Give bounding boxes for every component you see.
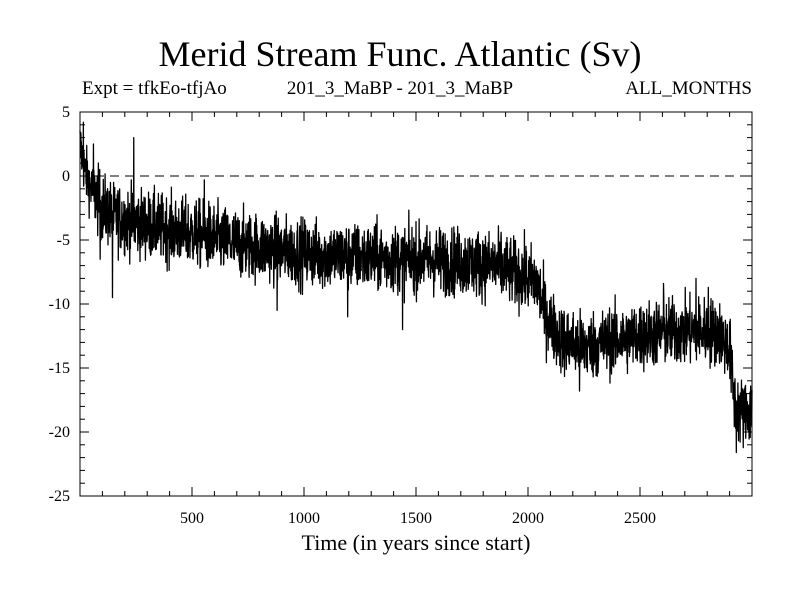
x-tick-label: 500 [180,510,204,527]
plot-area: 5 0 -5 -10 -15 -20 -25 500 1000 1500 2000 2500 [49,104,753,527]
y-tick-label: 5 [62,104,70,121]
y-tick-label: -20 [49,424,70,441]
x-axis-label: Time (in years since start) [301,530,531,555]
y-tick-label: -5 [57,232,70,249]
experiment-label: Expt = tfkEo-tfjAo [82,78,227,99]
x-tick-label: 1500 [400,510,432,527]
y-tick-label: -25 [49,488,70,505]
period-label: 201_3_MaBP - 201_3_MaBP [286,78,514,99]
x-tick-label: 1000 [288,510,320,527]
series-line [79,121,753,454]
plot-frame [79,111,753,497]
x-tick-label: 2500 [624,510,656,527]
y-tick-label: -15 [49,360,70,377]
y-tick-label: 0 [62,168,70,185]
months-label: ALL_MONTHS [625,78,752,99]
x-tick-label: 2000 [512,510,544,527]
y-tick-label: -10 [49,296,70,313]
chart-title: Merid Stream Func. Atlantic (Sv) [158,34,642,74]
